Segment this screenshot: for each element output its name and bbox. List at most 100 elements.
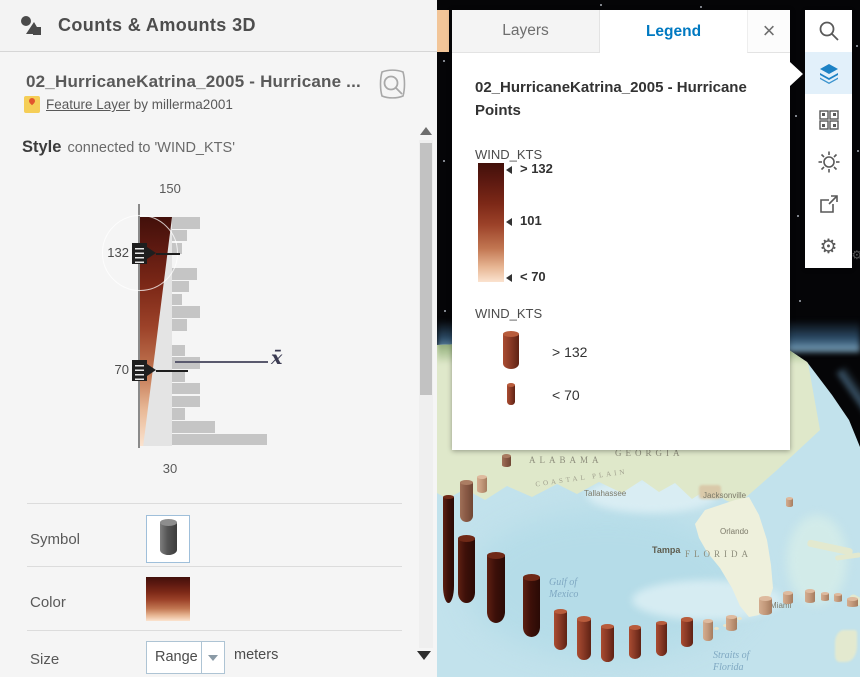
- style-heading-bold: Style: [22, 138, 62, 156]
- counts-amounts-3d-icon: [21, 16, 41, 35]
- upper-handle-arrow: [147, 247, 156, 259]
- layers-button[interactable]: [805, 52, 852, 94]
- legend-panel: Layers Legend × 02_HurricaneKatrina_2005…: [452, 10, 803, 450]
- histogram-bar: [172, 229, 187, 242]
- search-layer-icon[interactable]: [372, 64, 412, 104]
- hurricane-point-cylinder[interactable]: [834, 592, 842, 602]
- size-mode-value: Range: [155, 649, 198, 665]
- hurricane-point-cylinder[interactable]: [681, 616, 693, 647]
- panel-pointer: [790, 62, 803, 86]
- color-ramp-button[interactable]: [146, 577, 190, 621]
- layers-icon: [819, 64, 838, 84]
- divider: [27, 630, 402, 631]
- close-icon[interactable]: ×: [747, 10, 790, 53]
- histogram-bar: [172, 293, 182, 306]
- feature-layer-link[interactable]: Feature Layer: [46, 97, 131, 112]
- upper-handle-value: 132: [107, 245, 129, 260]
- hurricane-point-cylinder[interactable]: [487, 551, 505, 623]
- histogram-axis: [138, 204, 140, 448]
- upper-handle-line: [156, 252, 180, 255]
- tab-legend[interactable]: Legend: [600, 10, 747, 53]
- hurricane-point-cylinder[interactable]: [805, 589, 815, 603]
- lower-handle[interactable]: 70: [0, 360, 200, 382]
- style-heading: Style connected to 'WIND_KTS': [22, 138, 235, 157]
- hurricane-point-cylinder[interactable]: [629, 624, 641, 659]
- tab-layers[interactable]: Layers: [452, 10, 600, 53]
- layer-owner: by millerma2001: [130, 97, 233, 112]
- upper-handle-grip[interactable]: [132, 243, 147, 264]
- size-row-label: Size: [30, 651, 60, 668]
- upper-handle[interactable]: 132: [0, 243, 200, 265]
- hurricane-point-cylinder[interactable]: [703, 619, 713, 641]
- clipped-map-widget: [437, 10, 449, 52]
- legend-cylinder-large: [503, 331, 519, 369]
- hurricane-point-cylinder[interactable]: [786, 496, 793, 507]
- share-button[interactable]: [805, 183, 852, 225]
- mean-symbol: x̄: [271, 347, 283, 369]
- star: [857, 150, 859, 152]
- star: [856, 45, 858, 47]
- hurricane-point-cylinder[interactable]: [477, 475, 487, 493]
- size-select-dropdown[interactable]: [201, 642, 224, 673]
- scroll-up-arrow[interactable]: [420, 127, 432, 135]
- hurricane-point-cylinder[interactable]: [577, 616, 591, 660]
- hurricane-point-cylinder[interactable]: [554, 608, 567, 650]
- hurricane-point-cylinder[interactable]: [460, 479, 473, 522]
- map-label: Straits of Florida: [713, 650, 750, 673]
- panel-scrollbar-thumb[interactable]: [420, 143, 432, 395]
- hurricane-point-cylinder[interactable]: [821, 591, 829, 601]
- star: [799, 300, 801, 302]
- legend-field-name: WIND_KTS: [475, 306, 543, 321]
- star: [795, 115, 797, 117]
- hurricane-point-cylinder[interactable]: [458, 534, 475, 603]
- ramp-tick-label: 101: [520, 213, 542, 228]
- star: [797, 215, 799, 217]
- hurricane-point-cylinder[interactable]: [656, 621, 667, 656]
- hurricane-point-cylinder[interactable]: [601, 623, 614, 662]
- style-heading-rest: connected to 'WIND_KTS': [67, 140, 235, 156]
- settings-button[interactable]: ⚙ ⚙: [805, 226, 860, 268]
- chevron-down-icon: [208, 654, 218, 661]
- lower-handle-line: [156, 369, 188, 372]
- florida-keys: [737, 617, 742, 620]
- hurricane-point-cylinder[interactable]: [523, 573, 540, 637]
- hurricane-point-cylinder[interactable]: [847, 597, 858, 607]
- scroll-down-arrow[interactable]: [417, 651, 431, 660]
- divider: [27, 503, 402, 504]
- histogram-bar: [172, 306, 200, 318]
- daylight-button[interactable]: [805, 141, 852, 183]
- florida-keys: [723, 624, 728, 627]
- hurricane-point-cylinder[interactable]: [759, 595, 772, 615]
- symbol-cylinder-preview: [160, 519, 177, 555]
- hurricane-point-cylinder[interactable]: [726, 615, 737, 631]
- histogram-bar: [172, 421, 215, 433]
- ramp-tick-icon: [506, 166, 512, 174]
- histogram-bar: [172, 357, 200, 369]
- layer-meta: Feature Layer by millerma2001: [46, 97, 233, 112]
- hurricane-point-cylinder[interactable]: [783, 591, 793, 604]
- size-mode-select[interactable]: Range: [146, 641, 225, 674]
- mean-line: [175, 361, 268, 363]
- basemap-button[interactable]: [805, 99, 852, 141]
- histogram-bar: [172, 408, 185, 420]
- histogram-max-label: 150: [159, 181, 181, 196]
- lower-handle-grip[interactable]: [132, 360, 147, 381]
- search-icon: [819, 21, 839, 41]
- panel-title: Counts & Amounts 3D: [58, 15, 256, 35]
- star: [700, 6, 702, 8]
- style-panel-header: Counts & Amounts 3D: [0, 0, 437, 52]
- scene-toolbar: ⚙ ⚙: [805, 10, 860, 268]
- legend-color-ramp: [478, 163, 504, 282]
- symbol-row-label: Symbol: [30, 531, 81, 548]
- star: [443, 160, 445, 162]
- hurricane-point-cylinder[interactable]: [502, 454, 511, 467]
- hurricane-point-cylinder[interactable]: [443, 495, 454, 603]
- histogram-bar: [172, 280, 189, 293]
- divider: [27, 566, 402, 567]
- ramp-tick-label: > 132: [520, 161, 553, 176]
- legend-cylinder-small: [507, 383, 515, 405]
- symbol-button[interactable]: [146, 515, 190, 563]
- lower-handle-arrow: [147, 364, 156, 376]
- layer-title: 02_HurricaneKatrina_2005 - Hurricane ...: [26, 72, 361, 91]
- search-button[interactable]: [805, 10, 852, 52]
